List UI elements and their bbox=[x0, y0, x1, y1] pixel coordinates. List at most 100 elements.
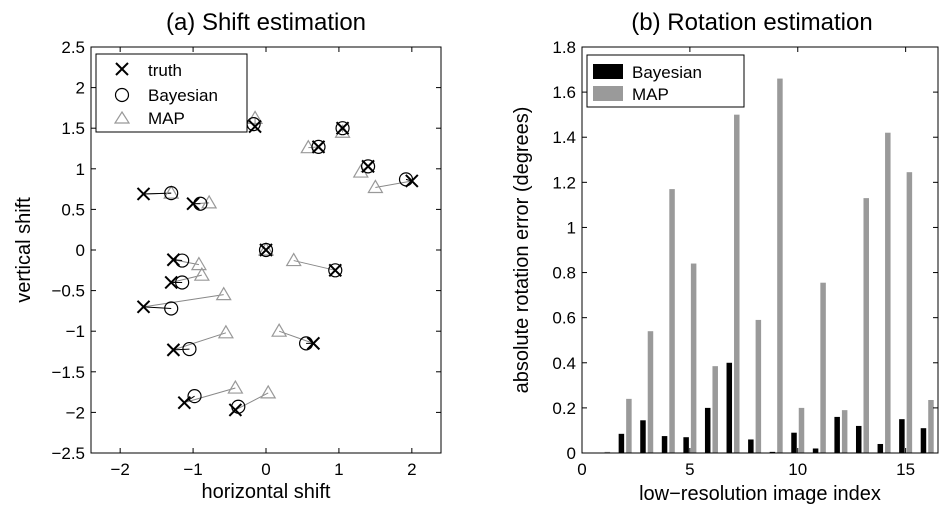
truth-point bbox=[166, 253, 181, 267]
rotation-x-tick-label: 10 bbox=[788, 460, 807, 479]
map-point bbox=[260, 384, 277, 399]
map-link-line bbox=[184, 387, 236, 404]
truth-point bbox=[177, 395, 192, 410]
map-point bbox=[285, 252, 302, 267]
bayesian-point bbox=[164, 301, 179, 316]
truth-point bbox=[405, 174, 419, 188]
rotation-y-tick-label: 0.2 bbox=[552, 399, 576, 418]
shift-x-tick-label: 0 bbox=[261, 460, 270, 479]
map-bar-15 bbox=[906, 172, 913, 453]
map-point bbox=[367, 179, 384, 194]
shift-point-group-3 bbox=[300, 139, 326, 154]
shift-y-tick-label: −1 bbox=[66, 322, 85, 341]
map-point bbox=[215, 286, 232, 301]
bayesian-bar-9 bbox=[769, 451, 776, 453]
shift-point-group-16 bbox=[228, 384, 277, 417]
shift-y-tick-label: −0.5 bbox=[51, 282, 85, 301]
bayesian-bar-8 bbox=[748, 439, 754, 453]
legend-map-marker bbox=[113, 110, 131, 124]
shift-point-group-7 bbox=[136, 184, 180, 201]
shift-point-group-13 bbox=[271, 323, 321, 351]
map-link-line bbox=[143, 294, 224, 308]
truth-point bbox=[136, 187, 151, 201]
legend-truth-marker bbox=[115, 62, 129, 76]
legend-truth-label: truth bbox=[148, 61, 182, 80]
bayesian-bar-6 bbox=[704, 407, 711, 453]
map-bar-13 bbox=[863, 198, 869, 453]
shift-point-group-10 bbox=[166, 253, 207, 271]
rotation-x-tick-label: 0 bbox=[577, 460, 586, 479]
map-bar-10 bbox=[798, 407, 805, 453]
shift-y-tick-label: −1.5 bbox=[51, 363, 85, 382]
truth-point bbox=[361, 159, 375, 174]
truth-point bbox=[166, 343, 181, 357]
bayesian-link-line bbox=[173, 348, 190, 351]
bayesian-bar-14 bbox=[877, 443, 884, 453]
map-bar-6 bbox=[712, 366, 718, 453]
bayesian-bar-15 bbox=[899, 419, 905, 453]
shift-point-group-15 bbox=[177, 379, 244, 410]
bayesian-point bbox=[258, 242, 274, 258]
map-link-line bbox=[308, 146, 319, 149]
shift-estimation-panel: (a) Shift estimation −2 −1 0 1 2 −2.5 −2 −1.5 −1… bbox=[13, 9, 442, 503]
rotation-chart-title: (b) Rotation estimation bbox=[631, 9, 872, 36]
bayesian-bar-10 bbox=[791, 432, 797, 453]
map-bar-14 bbox=[885, 132, 891, 453]
rotation-estimation-panel: (b) Rotation estimation 0 5 10 15 0 0.2 0.4 0.6… bbox=[511, 9, 939, 505]
bayesian-bar-12 bbox=[834, 416, 840, 453]
legend-bayesian-marker bbox=[114, 87, 130, 103]
shift-chart-title: (a) Shift estimation bbox=[166, 9, 366, 36]
shift-point-group-5 bbox=[352, 159, 376, 178]
rotation-y-tick-label: 0.4 bbox=[552, 354, 576, 373]
rotation-y-tick-label: 1.6 bbox=[552, 83, 576, 102]
truth-point bbox=[186, 197, 200, 211]
map-bar-8 bbox=[755, 319, 762, 453]
truth-point bbox=[228, 403, 243, 417]
rotation-y-tick-label: 1.8 bbox=[552, 38, 576, 57]
shift-y-tick-label: 2.5 bbox=[61, 38, 85, 57]
bayesian-point bbox=[187, 389, 202, 404]
map-bar-2 bbox=[626, 398, 632, 453]
map-bar-3 bbox=[647, 331, 654, 453]
bayesian-point bbox=[335, 121, 350, 136]
truth-point bbox=[328, 263, 342, 278]
truth-point bbox=[164, 275, 178, 290]
bayesian-bar-3 bbox=[640, 420, 646, 453]
shift-point-group-4 bbox=[246, 110, 264, 134]
legend-bayesian-label: Bayesian bbox=[148, 86, 218, 105]
shift-x-tick-label: −1 bbox=[183, 460, 202, 479]
truth-point bbox=[136, 300, 151, 314]
map-bar-9 bbox=[777, 78, 783, 454]
bayesian-bar-11 bbox=[812, 448, 819, 453]
map-link-line bbox=[173, 332, 227, 351]
bayesian-point bbox=[311, 139, 326, 154]
rotation-y-axis-label: absolute rotation error (degrees) bbox=[511, 107, 533, 394]
rotation-legend: Bayesian MAP bbox=[586, 54, 745, 108]
legend-bayesian-bar-label: Bayesian bbox=[632, 63, 702, 82]
rotation-y-tick-label: 0.6 bbox=[552, 309, 576, 328]
map-point bbox=[352, 163, 369, 178]
rotation-x-tick-label: 15 bbox=[896, 460, 915, 479]
bayesian-point bbox=[328, 263, 343, 278]
shift-y-tick-label: 0 bbox=[76, 241, 85, 260]
map-link-line bbox=[375, 180, 412, 188]
bayesian-bar-16 bbox=[920, 428, 927, 453]
shift-point-group-11 bbox=[164, 266, 210, 290]
shift-point-group-8 bbox=[186, 194, 218, 211]
legend-bayesian-swatch bbox=[593, 64, 623, 79]
bayesian-point bbox=[175, 275, 190, 290]
bayesian-bar-7 bbox=[726, 362, 733, 453]
bayesian-bar-13 bbox=[855, 425, 862, 453]
bayesian-bar-2 bbox=[618, 433, 625, 453]
shift-point-group-2 bbox=[334, 121, 351, 138]
shift-point-group-14 bbox=[166, 324, 234, 357]
rotation-y-tick-label: 1 bbox=[567, 218, 576, 237]
truth-point bbox=[259, 243, 273, 257]
shift-y-tick-label: −2.5 bbox=[51, 444, 85, 463]
bayesian-point bbox=[182, 341, 197, 357]
truth-point bbox=[248, 119, 262, 134]
shift-point-group-1 bbox=[257, 241, 275, 258]
shift-x-tick-label: 2 bbox=[407, 460, 416, 479]
rotation-y-tick-label: 0 bbox=[567, 444, 576, 463]
truth-point bbox=[306, 336, 321, 351]
